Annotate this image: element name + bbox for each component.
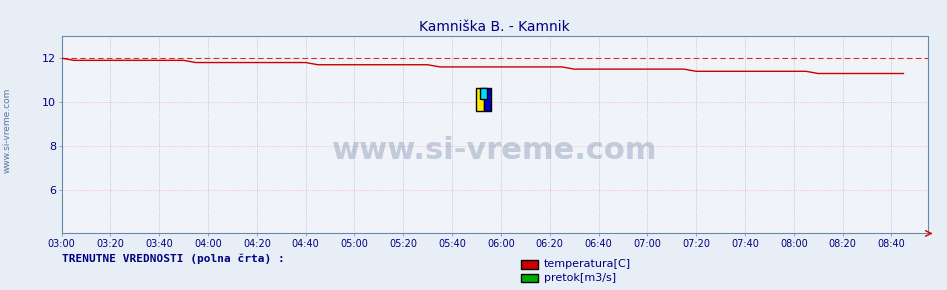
- Text: www.si-vreme.com: www.si-vreme.com: [332, 136, 657, 165]
- FancyBboxPatch shape: [484, 88, 491, 111]
- Text: temperatura[C]: temperatura[C]: [544, 259, 631, 269]
- FancyBboxPatch shape: [475, 88, 484, 111]
- Title: Kamniška B. - Kamnik: Kamniška B. - Kamnik: [420, 20, 570, 34]
- FancyBboxPatch shape: [480, 88, 487, 99]
- Text: TRENUTNE VREDNOSTI (polna črta) :: TRENUTNE VREDNOSTI (polna črta) :: [62, 254, 284, 264]
- Text: pretok[m3/s]: pretok[m3/s]: [544, 273, 616, 283]
- Text: www.si-vreme.com: www.si-vreme.com: [3, 88, 12, 173]
